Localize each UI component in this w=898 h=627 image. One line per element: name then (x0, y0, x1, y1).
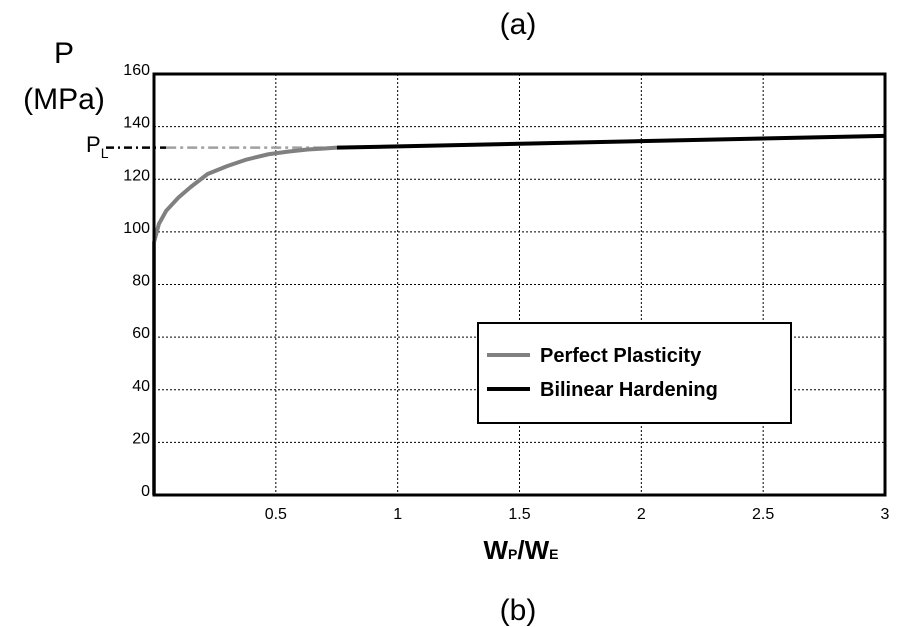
plot-frame (152, 72, 887, 497)
y-tick-label: 140 (123, 115, 150, 132)
y-axis-label-line1: P (54, 37, 74, 70)
series-lines (152, 133, 886, 495)
x-axis-label-slash: / (517, 535, 524, 565)
legend-label-bilinear-hardening: Bilinear Hardening (540, 379, 718, 401)
x-axis-label-sub-e: E (549, 546, 558, 562)
x-tick-label: 1.5 (508, 506, 530, 523)
y-tick-label: 160 (123, 62, 150, 79)
y-tick-label: 20 (132, 430, 150, 447)
legend-box (477, 322, 792, 424)
y-tick-label: 40 (132, 378, 150, 395)
caption-top: (a) (500, 8, 537, 41)
x-axis-label-w2: W (525, 535, 550, 565)
x-axis-label-sub-p: P (508, 546, 517, 562)
series-line-bilinear-hardening (336, 133, 886, 150)
legend-label-perfect-plasticity: Perfect Plasticity (540, 345, 702, 367)
x-tick-label: 0.5 (265, 506, 287, 523)
y-tick-label: 0 (141, 483, 150, 500)
y-axis-label-line2: (MPa) (23, 83, 105, 116)
pl-label-main: P (86, 132, 101, 157)
x-axis-label: WP/WE (483, 535, 558, 565)
legend: Perfect Plasticity Bilinear Hardening (477, 322, 792, 424)
x-tick-label: 2.5 (752, 506, 774, 523)
y-tick-label: 100 (123, 220, 150, 237)
y-tick-labels: 0 20 40 60 80 100 120 140 160 (123, 62, 150, 500)
caption-bottom: (b) (500, 594, 537, 627)
y-tick-label: 80 (132, 273, 150, 290)
pl-label: PL (86, 132, 109, 161)
x-tick-label: 2 (637, 506, 646, 523)
x-tick-label: 1 (393, 506, 402, 523)
x-tick-label: 3 (881, 506, 890, 523)
series-line-perfect-plasticity (152, 145, 337, 495)
x-tick-labels: 0.5 1 1.5 2 2.5 3 (265, 506, 890, 523)
y-tick-label: 60 (132, 325, 150, 342)
pl-label-sub: L (101, 145, 109, 161)
y-tick-label: 120 (123, 167, 150, 184)
x-axis-label-w1: W (483, 535, 508, 565)
